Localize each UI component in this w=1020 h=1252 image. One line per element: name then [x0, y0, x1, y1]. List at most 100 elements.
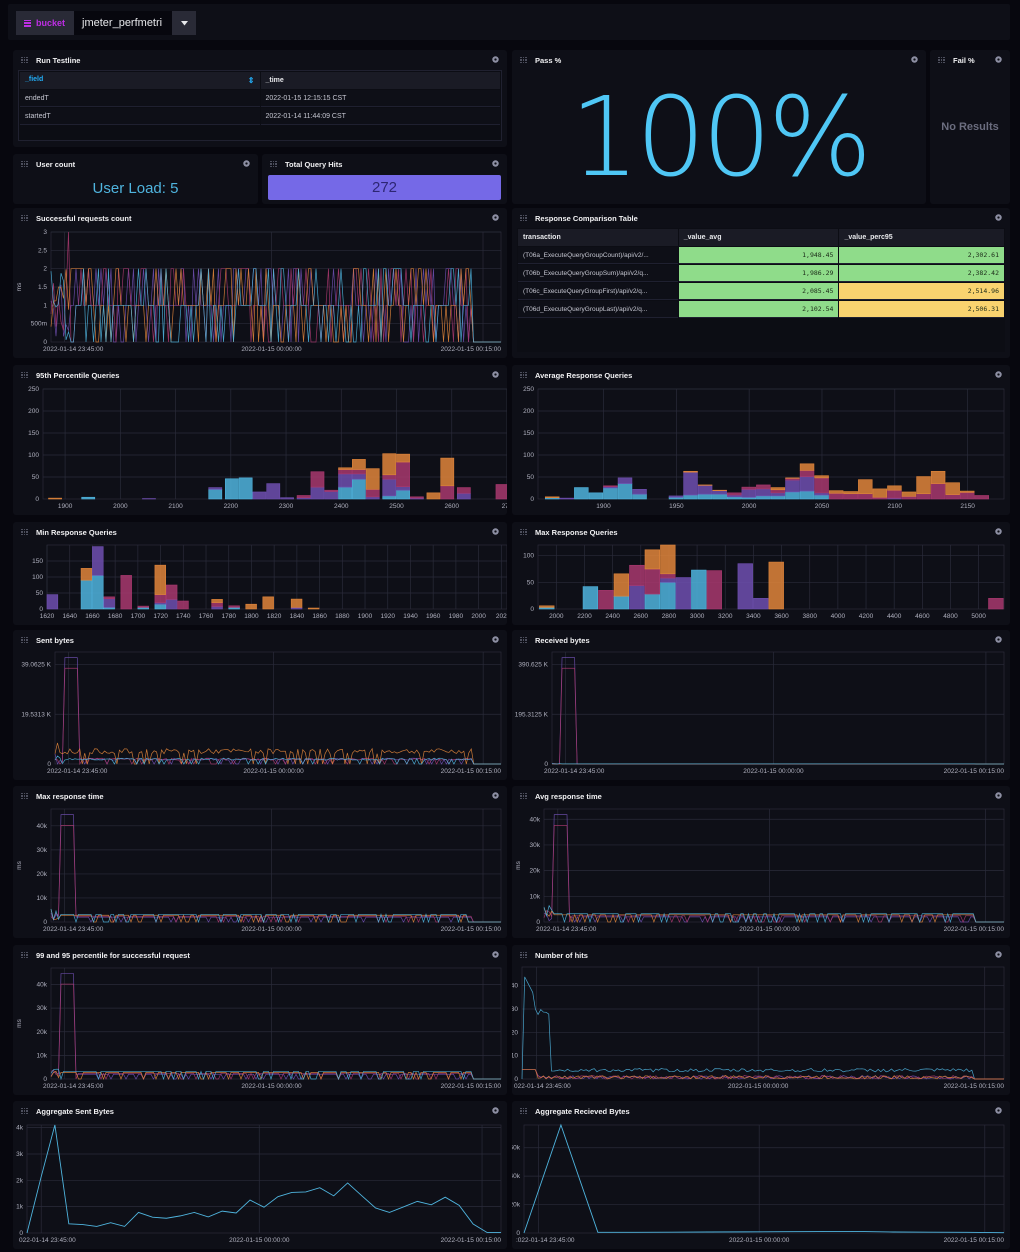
drag-handle-icon[interactable]: [520, 792, 527, 800]
column-header-field[interactable]: _field ⇕: [20, 72, 260, 89]
gear-icon[interactable]: [994, 791, 1003, 800]
chart-plot[interactable]: 0 50 100 2000 2200 2400 2600 2800 3000 3200 3400 36…: [512, 522, 1010, 625]
chart-plot[interactable]: 0 195.3125 K 390.625 K 2022-01-14 23:45:00 2…: [512, 630, 1010, 780]
drag-handle-icon[interactable]: [21, 528, 28, 536]
chart-plot[interactable]: 0 1k 2k 3k 4k 022-01-14 23:45:00 2022-01-15 00…: [13, 1101, 507, 1249]
histogram-bar: [574, 487, 589, 500]
drag-handle-icon[interactable]: [21, 636, 28, 644]
svg-text:3000: 3000: [690, 613, 705, 620]
svg-text:2022-01-14 23:45:00: 2022-01-14 23:45:00: [544, 768, 605, 775]
gear-icon[interactable]: [994, 213, 1003, 222]
variable-label: bucket: [16, 11, 75, 35]
drag-handle-icon[interactable]: [270, 160, 277, 168]
histogram-bar: [338, 486, 352, 500]
histogram-bar: [691, 569, 707, 610]
histogram-bar: [814, 492, 829, 496]
series-line: [50, 814, 501, 923]
drag-handle-icon[interactable]: [520, 371, 527, 379]
drag-handle-icon[interactable]: [21, 371, 28, 379]
drag-handle-icon[interactable]: [21, 792, 28, 800]
gear-icon[interactable]: [491, 791, 500, 800]
svg-text:ms: ms: [16, 282, 23, 291]
histogram-bar: [916, 476, 931, 495]
svg-text:2300: 2300: [279, 503, 294, 510]
chart-plot[interactable]: 0 20k 40k 60k:022-01-14 23:45:00 2022-01-15 …: [512, 1101, 1010, 1249]
histogram-bar: [683, 470, 698, 473]
histogram-bar: [770, 492, 786, 497]
gear-icon[interactable]: [491, 527, 500, 536]
response-comparison-table: transaction _value_avg _value_perc95 (T0…: [517, 228, 1005, 352]
chart-plot[interactable]: 0 50 100 150 200 250 1900 2000 2100 2200 2300 2400 2…: [13, 365, 507, 515]
svg-text:3200: 3200: [718, 613, 733, 620]
drag-handle-icon[interactable]: [520, 56, 527, 64]
series-line: [543, 904, 1004, 924]
svg-text:0: 0: [35, 496, 39, 503]
gear-icon[interactable]: [491, 635, 500, 644]
drag-handle-icon[interactable]: [21, 214, 28, 222]
svg-text:0: 0: [530, 496, 534, 503]
gear-icon[interactable]: [491, 1106, 500, 1115]
column-header-value-perc95[interactable]: _value_perc95: [839, 229, 1004, 246]
histogram-bar: [768, 561, 784, 610]
svg-text:2200: 2200: [224, 503, 239, 510]
variable-value[interactable]: jmeter_perfmetri: [74, 11, 173, 35]
drag-handle-icon[interactable]: [21, 951, 28, 959]
gear-icon[interactable]: [994, 527, 1003, 536]
cell-min-response-queries: Min Response Queries 0 50 100 150 1620 1640 16…: [13, 522, 507, 625]
histogram-bar: [632, 493, 647, 500]
chevron-down-icon[interactable]: [172, 11, 197, 35]
chart-plot[interactable]: 0 10k 20k 30k 40k ms 2022-01-14 23:45:00 2022-0…: [13, 786, 507, 938]
svg-text:1950: 1950: [669, 503, 684, 510]
histogram-bar: [290, 598, 303, 608]
drag-handle-icon[interactable]: [21, 56, 28, 64]
drag-handle-icon[interactable]: [520, 636, 527, 644]
svg-text:3k: 3k: [16, 1151, 24, 1158]
histogram-bar: [544, 496, 560, 498]
chart-plot[interactable]: 0 10 20 30 40 022-01-14 23:45:00 2022-01-15 00…: [512, 945, 1010, 1095]
drag-handle-icon[interactable]: [520, 951, 527, 959]
column-header-value-avg[interactable]: _value_avg: [678, 229, 839, 246]
gear-icon[interactable]: [994, 55, 1003, 64]
gear-icon[interactable]: [491, 159, 500, 168]
drag-handle-icon[interactable]: [938, 56, 945, 64]
bucket-variable-dropdown[interactable]: bucket jmeter_perfmetri: [16, 11, 197, 35]
chart-plot[interactable]: 0 10k 20k 30k 40k ms 2022-01-14 23:45:00 2022-0…: [13, 945, 507, 1095]
gear-icon[interactable]: [491, 55, 500, 64]
chart-plot[interactable]: 0 19.5313 K 39.0625 K 2022-01-14 23:45:00 20…: [13, 630, 507, 780]
drag-handle-icon[interactable]: [21, 1107, 28, 1115]
gear-icon[interactable]: [491, 370, 500, 379]
histogram-bar: [613, 573, 630, 597]
chart-plot[interactable]: 0 50 100 150 200 250 1900 1950 2000 2050 2100 2150: [512, 365, 1010, 515]
svg-text:1.5: 1.5: [38, 284, 47, 291]
histogram-bar: [660, 544, 676, 575]
gear-icon[interactable]: [910, 55, 919, 64]
drag-handle-icon[interactable]: [520, 1107, 527, 1115]
cell-title: Received bytes: [535, 635, 590, 645]
cell-max-response-time: Max response time 0 10k 20k 30k 40k ms 2022-01…: [13, 786, 507, 938]
svg-text:1760: 1760: [199, 613, 214, 620]
drag-handle-icon[interactable]: [520, 214, 527, 222]
drag-handle-icon[interactable]: [520, 528, 527, 536]
svg-text:2050: 2050: [815, 503, 830, 510]
gear-icon[interactable]: [242, 159, 251, 168]
svg-text:0: 0: [544, 761, 548, 768]
gear-icon[interactable]: [994, 370, 1003, 379]
chart-plot[interactable]: 0 10k 20k 30k 40k ms 2022-01-14 23:45:00 2022-0…: [512, 786, 1010, 938]
sort-icon[interactable]: ⇕: [247, 76, 255, 85]
svg-text:1980: 1980: [449, 613, 464, 620]
column-header-time[interactable]: _time: [260, 72, 500, 89]
chart-plot[interactable]: 0 500m 1 1.5 2 2.5 3 ms 2022-01-14 23:45:00 2022-…: [13, 208, 507, 358]
chart-plot[interactable]: 0 50 100 150 1620 1640 1660 1680 1700 1720 1740 176…: [13, 522, 507, 625]
drag-handle-icon[interactable]: [21, 160, 28, 168]
series-line: [551, 667, 1004, 765]
cell-sent-bytes: Sent bytes 0 19.5313 K 39.0625 K 2022-01-14…: [13, 630, 507, 780]
gear-icon[interactable]: [491, 950, 500, 959]
histogram-bar: [440, 457, 455, 487]
histogram-bar: [238, 477, 253, 500]
column-header-transaction[interactable]: transaction: [518, 229, 678, 246]
gear-icon[interactable]: [491, 213, 500, 222]
gear-icon[interactable]: [994, 1106, 1003, 1115]
gear-icon[interactable]: [994, 635, 1003, 644]
svg-text:2000: 2000: [471, 613, 486, 620]
gear-icon[interactable]: [994, 950, 1003, 959]
